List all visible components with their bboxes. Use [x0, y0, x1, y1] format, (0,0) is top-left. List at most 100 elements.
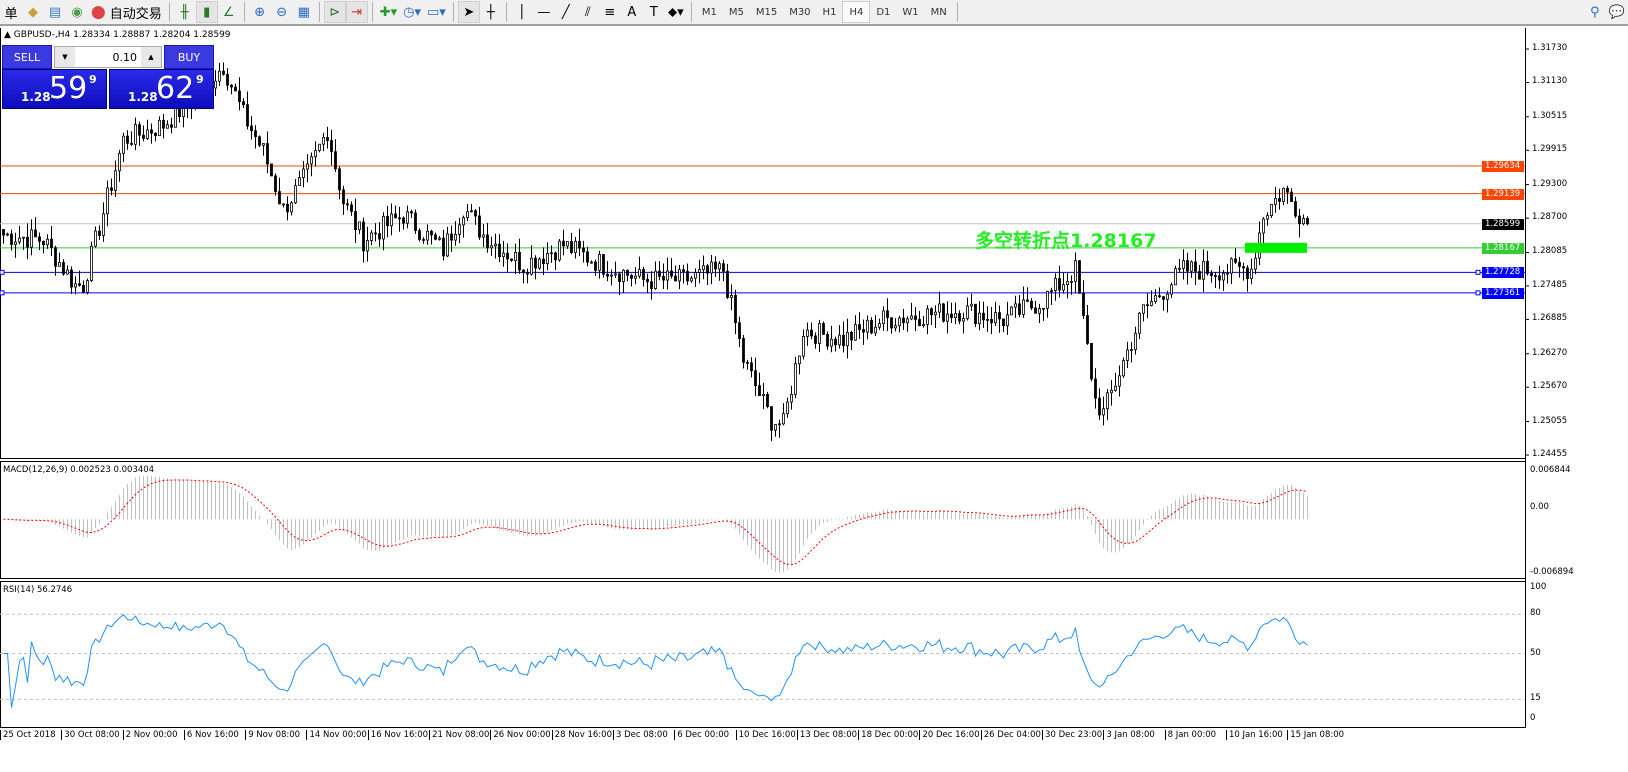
add-indicator-icon[interactable]: ✚▾: [379, 4, 398, 20]
level-price-tag[interactable]: 1.28599: [1482, 218, 1524, 230]
candle-body: [1294, 201, 1297, 217]
lot-stepper[interactable]: ▼ 0.10 ▲: [54, 46, 162, 68]
candle-body: [1230, 258, 1233, 274]
fibo-channel-icon[interactable]: ⫽: [584, 4, 591, 20]
chart-shift-icon[interactable]: ⇥: [345, 1, 368, 23]
text-icon[interactable]: A: [627, 4, 637, 20]
sell-price-prefix: 1.28: [21, 90, 51, 104]
candle-body: [286, 203, 289, 213]
level-price-tag[interactable]: 1.29634: [1482, 160, 1524, 172]
crosshair-icon[interactable]: ┼: [486, 4, 495, 20]
fibo-icon[interactable]: ≡: [604, 4, 616, 20]
timeframe-m1[interactable]: M1: [701, 6, 717, 18]
level-price-tag[interactable]: 1.28167: [1482, 242, 1524, 254]
time-tick-label: 30 Dec 23:00: [1042, 730, 1103, 740]
book-icon[interactable]: ◆: [28, 4, 38, 20]
signal-icon[interactable]: ◉: [71, 4, 83, 20]
candle-body: [814, 335, 817, 344]
lot-input[interactable]: 0.10: [112, 50, 138, 64]
sell-button[interactable]: SELL: [2, 45, 52, 69]
candle-body: [982, 312, 985, 321]
buy-price[interactable]: 1.28 62 9: [109, 69, 214, 109]
periods-clock-icon[interactable]: ◷▾: [403, 4, 422, 20]
candle-body: [1098, 397, 1101, 416]
time-tick-label: 26 Dec 04:00: [980, 730, 1042, 740]
timeframe-h1[interactable]: H1: [822, 6, 837, 18]
candle-body: [630, 274, 633, 279]
candle-body: [966, 305, 969, 319]
candle-body: [374, 232, 377, 235]
candle-body: [222, 70, 225, 75]
candle-body: [706, 265, 709, 274]
autotrade-icon: ⬤: [91, 4, 106, 20]
candle-body: [582, 247, 585, 253]
price-tick-label: 1.29300: [1532, 178, 1568, 189]
level-price-tag[interactable]: 1.27728: [1482, 267, 1524, 279]
candle-body: [470, 210, 473, 213]
candle-body: [510, 258, 513, 261]
candle-body: [514, 252, 517, 261]
autotrade-label: 自动交易: [109, 6, 162, 22]
candle-body: [534, 257, 537, 269]
candle-body: [1002, 318, 1005, 327]
vertical-line-icon[interactable]: │: [517, 4, 526, 20]
templates-icon[interactable]: ▭▾: [427, 4, 446, 20]
timeframe-w1[interactable]: W1: [902, 6, 919, 18]
chart-canvas[interactable]: [0, 28, 1628, 772]
candle-body: [1066, 281, 1069, 285]
candle-body: [1242, 266, 1245, 269]
candle-body: [1026, 299, 1029, 302]
candle-body: [226, 73, 229, 86]
candle-body: [682, 269, 685, 272]
timeframe-h4[interactable]: H4: [842, 1, 871, 23]
horizontal-line-icon[interactable]: —: [537, 4, 551, 20]
candle-body: [90, 245, 93, 282]
zoom-out-icon[interactable]: ⊖: [276, 4, 288, 20]
trendline-icon[interactable]: ╱: [561, 4, 570, 20]
lot-decrease-icon[interactable]: ▼: [55, 47, 75, 67]
level-price-tag[interactable]: 1.29139: [1482, 188, 1524, 200]
lot-increase-icon[interactable]: ▲: [141, 47, 161, 67]
zoom-in-icon[interactable]: ⊕: [254, 4, 266, 20]
price-tick-label: 1.24455: [1532, 449, 1568, 460]
search-icon[interactable]: ⚲: [1590, 4, 1600, 20]
chat-icon[interactable]: 💬: [1608, 4, 1625, 20]
candlestick-icon[interactable]: ▮: [195, 1, 218, 23]
candle-body: [454, 234, 457, 241]
text-label-icon[interactable]: T: [649, 4, 658, 20]
candle-body: [302, 168, 305, 178]
timeframe-m15[interactable]: M15: [755, 6, 778, 18]
pivot-annotation[interactable]: 多空转折点1.28167: [975, 230, 1157, 252]
candle-body: [134, 124, 137, 145]
candle-body: [430, 230, 433, 236]
menu-fragment[interactable]: 单: [4, 6, 18, 22]
timeframe-d1[interactable]: D1: [876, 6, 891, 18]
autotrade-button[interactable]: ⬤ 自动交易: [88, 1, 165, 23]
cursor-icon[interactable]: ➤: [457, 1, 480, 23]
candle-body: [434, 234, 437, 240]
time-tick-label: 6 Nov 16:00: [183, 730, 245, 740]
candle-body: [46, 238, 49, 246]
timeframe-mn[interactable]: MN: [930, 6, 947, 18]
candle-body: [562, 240, 565, 247]
autoscroll-icon[interactable]: ⊳: [323, 1, 346, 23]
candle-body: [866, 319, 869, 333]
candle-body: [1050, 290, 1053, 293]
candle-body: [726, 270, 729, 298]
buy-button[interactable]: BUY: [164, 45, 214, 69]
tile-windows-icon[interactable]: ▦: [297, 4, 310, 20]
candle-body: [1142, 304, 1145, 314]
profile-icon[interactable]: ▤: [48, 4, 62, 20]
bar-chart-icon[interactable]: ╫: [180, 4, 189, 20]
separator: [690, 2, 692, 22]
sell-price[interactable]: 1.28 59 9: [2, 69, 107, 109]
timeframe-m5[interactable]: M5: [728, 6, 744, 18]
separator: [452, 2, 454, 22]
arrows-icon[interactable]: ⬥▾: [668, 4, 684, 20]
rsi-line: [3, 614, 1308, 708]
timeframe-m30[interactable]: M30: [789, 6, 811, 18]
level-price-tag[interactable]: 1.27361: [1482, 287, 1524, 299]
candle-body: [542, 258, 545, 265]
line-chart-icon[interactable]: ∠: [222, 4, 235, 20]
candle-body: [1262, 218, 1265, 234]
